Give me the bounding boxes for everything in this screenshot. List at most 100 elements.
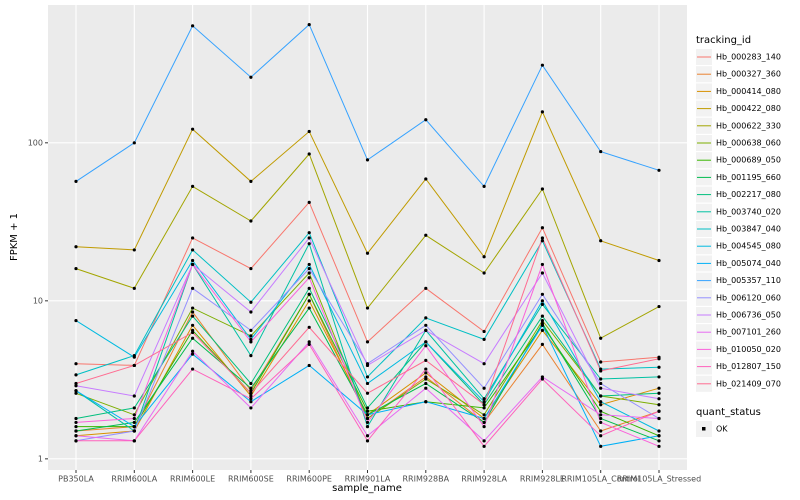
data-point: [424, 316, 428, 320]
data-point: [191, 310, 195, 314]
data-point: [74, 373, 78, 377]
data-point: [657, 391, 661, 395]
data-point: [365, 381, 370, 386]
data-point: [132, 141, 136, 145]
legend-label: Hb_005357_110: [716, 276, 781, 285]
data-point: [307, 200, 311, 204]
data-point: [74, 179, 78, 183]
x-tick-label: RRIM928LA: [461, 475, 507, 484]
data-point: [191, 330, 195, 335]
data-point: [482, 403, 486, 407]
data-point: [424, 371, 428, 375]
data-point: [657, 397, 661, 401]
data-point: [540, 236, 545, 240]
y-tick-label: 1: [38, 454, 43, 463]
data-point: [657, 258, 661, 263]
data-point: [599, 369, 603, 373]
legend-label: Hb_006736_050: [716, 311, 781, 320]
data-point: [424, 367, 428, 371]
data-point: [657, 304, 661, 309]
data-point: [424, 358, 428, 362]
data-point: [249, 354, 253, 358]
data-point: [540, 342, 545, 346]
data-point: [365, 306, 370, 310]
data-point: [307, 236, 311, 240]
data-point: [424, 118, 428, 122]
data-point: [424, 386, 428, 390]
data-point: [249, 406, 253, 410]
legend-label: Hb_000638_060: [716, 139, 781, 148]
data-point: [307, 363, 311, 368]
data-point: [249, 340, 253, 344]
data-point: [599, 413, 603, 417]
data-point: [132, 355, 136, 359]
data-point: [132, 248, 136, 252]
data-point: [191, 352, 195, 356]
data-point: [540, 314, 545, 318]
data-point: [424, 286, 428, 290]
data-point: [657, 439, 661, 443]
legend-label: Hb_006120_060: [716, 293, 781, 302]
data-point: [74, 381, 78, 386]
data-point: [657, 403, 661, 407]
y-axis-title: FPKM + 1: [9, 213, 20, 261]
point-legend-title: quant_status: [696, 407, 761, 418]
data-point: [307, 22, 311, 27]
data-point: [191, 24, 195, 28]
data-point: [74, 420, 78, 425]
data-point: [657, 409, 661, 413]
legend-label: Hb_003740_020: [716, 207, 781, 216]
data-point: [307, 276, 311, 280]
data-point: [307, 299, 311, 303]
data-point: [599, 394, 603, 398]
data-point: [307, 271, 311, 275]
data-point: [540, 226, 545, 230]
data-point: [365, 251, 370, 255]
data-point: [599, 416, 603, 421]
data-point: [365, 363, 370, 368]
data-point: [249, 310, 253, 314]
data-point: [599, 239, 603, 243]
data-point: [482, 362, 486, 366]
data-point: [365, 439, 370, 443]
data-point: [249, 391, 253, 395]
data-point: [482, 271, 486, 275]
data-point: [365, 416, 370, 421]
data-point: [599, 403, 603, 407]
data-point: [191, 248, 195, 252]
data-point: [249, 179, 253, 183]
data-point: [132, 394, 136, 398]
legend-label: Hb_001195_660: [716, 173, 781, 182]
data-point: [424, 177, 428, 181]
data-point: [74, 362, 78, 366]
data-point: [365, 434, 370, 438]
data-point: [307, 152, 311, 156]
data-point: [424, 400, 428, 404]
data-point: [365, 409, 370, 413]
data-point: [307, 129, 311, 134]
data-point: [307, 231, 311, 235]
data-point: [307, 340, 311, 344]
x-tick-label: RRIM105LA_Stressed: [617, 475, 701, 484]
data-point: [657, 168, 661, 172]
data-point: [424, 328, 428, 332]
data-point: [74, 429, 78, 433]
data-point: [249, 397, 253, 401]
data-point: [74, 424, 78, 429]
data-point: [249, 386, 253, 390]
data-point: [307, 286, 311, 290]
data-point: [132, 413, 136, 417]
y-tick-label: 10: [33, 296, 43, 305]
data-point: [482, 337, 486, 342]
data-point: [540, 377, 545, 381]
data-point: [365, 413, 370, 417]
data-point: [540, 187, 545, 191]
data-point: [74, 266, 78, 271]
x-tick-label: RRIM600PE: [286, 475, 332, 484]
data-point: [657, 416, 661, 421]
data-point: [424, 340, 428, 344]
data-point: [365, 158, 370, 162]
data-point: [482, 439, 486, 443]
data-point: [132, 286, 136, 290]
data-point: [599, 434, 603, 438]
